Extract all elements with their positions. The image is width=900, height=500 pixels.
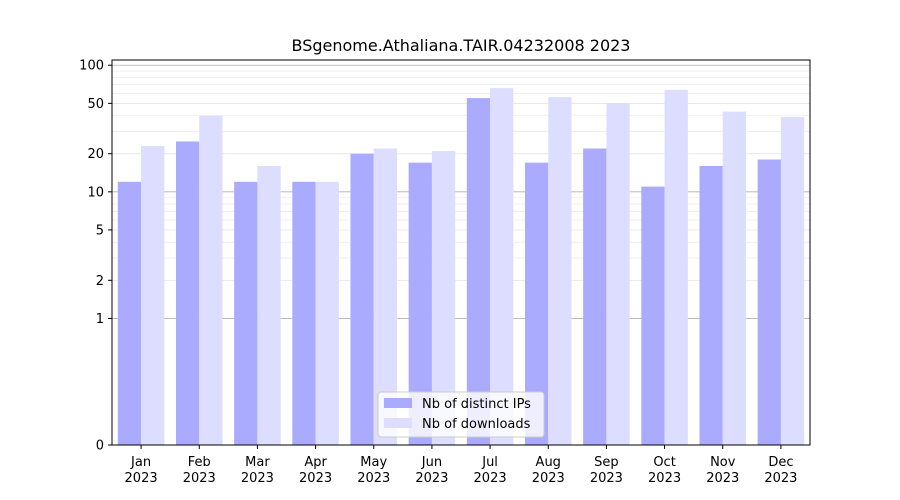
- x-tick-label-year: 2023: [125, 471, 158, 486]
- y-tick-label: 0: [96, 439, 104, 454]
- y-tick-label: 50: [87, 97, 104, 112]
- y-tick-label: 100: [79, 59, 104, 74]
- y-tick-label: 10: [87, 185, 104, 200]
- legend: Nb of distinct IPs Nb of downloads: [377, 391, 545, 438]
- x-tick-label-month: Mar: [245, 455, 270, 470]
- legend-label: Nb of downloads: [422, 417, 531, 432]
- x-tick-label-month: Aug: [536, 455, 561, 470]
- x-tick-label-month: Feb: [188, 455, 211, 470]
- x-tick-label-month: Jan: [130, 455, 151, 470]
- x-tick-label-year: 2023: [474, 471, 507, 486]
- chart-title: BSgenome.Athaliana.TAIR.04232008 2023: [292, 36, 631, 55]
- bar-downloads-apr: [315, 181, 339, 445]
- bar-distinct-ips-jun: [408, 162, 432, 445]
- x-tick-label-month: Oct: [653, 455, 675, 470]
- x-tick-label-year: 2023: [415, 471, 448, 486]
- x-tick-label-month: Nov: [710, 455, 736, 470]
- bar-distinct-ips-nov: [699, 165, 723, 446]
- x-tick-label-year: 2023: [357, 471, 390, 486]
- x-tick-label-year: 2023: [532, 471, 565, 486]
- bar-distinct-ips-apr: [292, 181, 316, 445]
- x-tick-label-month: Sep: [594, 455, 619, 470]
- bar-downloads-jan: [141, 146, 165, 445]
- x-tick-label-month: Jul: [481, 455, 498, 470]
- bar-distinct-ips-feb: [175, 141, 200, 445]
- legend-swatch: [384, 398, 412, 408]
- bars: [117, 88, 805, 446]
- bar-distinct-ips-jan: [117, 181, 142, 445]
- bar-downloads-jul: [490, 88, 514, 445]
- x-tick-label-month: Dec: [768, 455, 793, 470]
- bar-distinct-ips-oct: [641, 186, 665, 446]
- y-tick-label: 1: [96, 312, 104, 327]
- bar-downloads-dec: [780, 117, 805, 446]
- x-tick-label-month: Apr: [304, 455, 327, 470]
- bar-downloads-mar: [257, 165, 281, 446]
- bar-distinct-ips-may: [350, 153, 374, 446]
- bar-downloads-feb: [199, 115, 223, 445]
- bar-downloads-may: [373, 148, 398, 445]
- x-tick-label-year: 2023: [648, 471, 681, 486]
- axes: 0125102050100Jan2023Feb2023Mar2023Apr202…: [79, 59, 811, 486]
- plot-frame: [111, 59, 811, 446]
- bar-downloads-oct: [664, 89, 688, 445]
- grid-lines: [112, 64, 810, 319]
- x-tick-label-year: 2023: [241, 471, 274, 486]
- bar-downloads-jun: [431, 151, 456, 445]
- bar-downloads-aug: [548, 97, 572, 446]
- legend-label: Nb of distinct IPs: [422, 397, 531, 412]
- bar-distinct-ips-jul: [466, 98, 491, 445]
- bar-distinct-ips-mar: [234, 181, 258, 445]
- bar-downloads-sep: [606, 103, 630, 445]
- x-tick-label-year: 2023: [183, 471, 216, 486]
- legend-box: [377, 391, 545, 438]
- x-tick-label-month: May: [360, 455, 387, 470]
- bar-distinct-ips-sep: [583, 148, 607, 445]
- x-tick-label-month: Jun: [421, 455, 442, 470]
- legend-swatch: [384, 418, 412, 428]
- x-tick-label-year: 2023: [299, 471, 332, 486]
- y-tick-label: 5: [96, 223, 104, 238]
- bar-downloads-nov: [722, 111, 747, 445]
- bar-distinct-ips-dec: [757, 159, 781, 445]
- x-tick-label-year: 2023: [764, 471, 797, 486]
- x-tick-label-year: 2023: [590, 471, 623, 486]
- x-tick-label-year: 2023: [706, 471, 739, 486]
- y-tick-label: 20: [87, 147, 104, 162]
- bar-distinct-ips-aug: [524, 162, 549, 445]
- y-tick-label: 2: [96, 274, 104, 289]
